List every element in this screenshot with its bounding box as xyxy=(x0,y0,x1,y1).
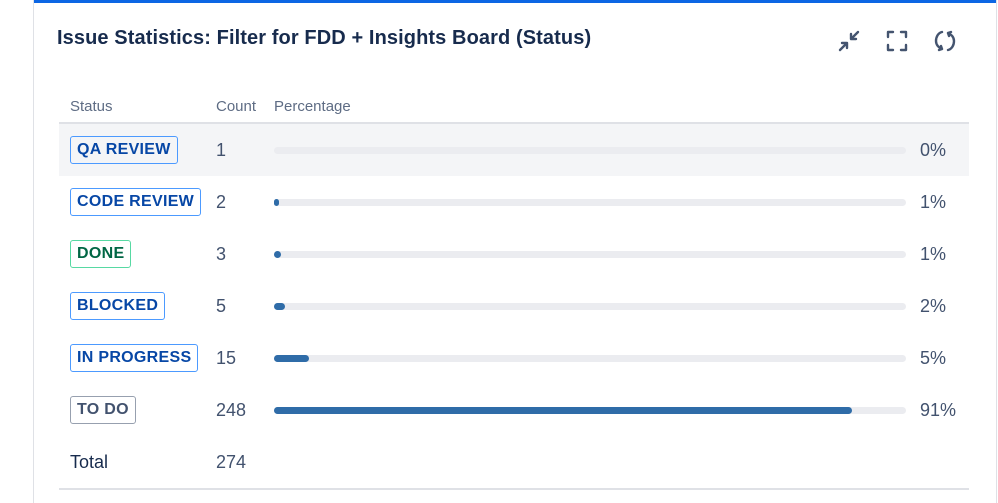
percentage-bar xyxy=(274,146,906,154)
count-cell[interactable]: 248 xyxy=(216,399,247,420)
header-status: Status xyxy=(59,90,216,124)
percentage-bar xyxy=(274,354,906,362)
total-label: Total xyxy=(59,436,216,490)
table-row: DONE 3 1% xyxy=(59,228,969,280)
percentage-label: 5% xyxy=(920,347,947,368)
gadget-accent-bar xyxy=(34,0,996,3)
fullscreen-icon[interactable] xyxy=(884,28,910,54)
percentage-label: 1% xyxy=(920,243,947,264)
header-percentage: Percentage xyxy=(274,90,969,124)
percentage-bar-fill xyxy=(274,302,286,310)
minimize-icon[interactable] xyxy=(836,28,862,54)
count-cell[interactable]: 15 xyxy=(216,347,237,368)
percentage-bar-fill xyxy=(274,198,280,206)
status-lozenge[interactable]: DONE xyxy=(70,240,132,268)
status-lozenge[interactable]: TO DO xyxy=(70,396,136,424)
status-lozenge[interactable]: CODE REVIEW xyxy=(70,188,202,216)
statistics-table: Status Count Percentage QA REVIEW 1 0% CODE… xyxy=(59,90,969,490)
percentage-bar-fill xyxy=(274,250,281,258)
gadget-actions xyxy=(836,28,958,54)
total-count: 274 xyxy=(216,436,274,490)
percentage-label: 91% xyxy=(920,399,957,420)
header-count: Count xyxy=(216,90,274,124)
count-cell[interactable]: 3 xyxy=(216,243,227,264)
percentage-label: 0% xyxy=(920,139,947,160)
percentage-bar xyxy=(274,198,906,206)
total-row: Total 274 xyxy=(59,436,969,490)
percentage-bar xyxy=(274,406,906,414)
count-cell[interactable]: 1 xyxy=(216,123,274,176)
table-row: CODE REVIEW 2 1% xyxy=(59,176,969,228)
table-header-row: Status Count Percentage xyxy=(59,90,969,124)
refresh-icon[interactable] xyxy=(932,28,958,54)
status-lozenge[interactable]: BLOCKED xyxy=(70,292,166,320)
gadget-title: Issue Statistics: Filter for FDD + Insig… xyxy=(57,27,592,49)
percentage-label: 1% xyxy=(920,191,947,212)
table-row: QA REVIEW 1 0% xyxy=(59,123,969,176)
table-row: TO DO 248 91% xyxy=(59,384,969,436)
status-lozenge[interactable]: IN PROGRESS xyxy=(70,344,199,372)
table-row: BLOCKED 5 2% xyxy=(59,280,969,332)
status-lozenge[interactable]: QA REVIEW xyxy=(70,136,178,164)
percentage-bar xyxy=(274,250,906,258)
percentage-bar-fill xyxy=(274,354,309,362)
percentage-bar xyxy=(274,302,906,310)
count-cell[interactable]: 5 xyxy=(216,295,227,316)
table-row: IN PROGRESS 15 5% xyxy=(59,332,969,384)
count-cell[interactable]: 2 xyxy=(216,191,227,212)
issue-statistics-gadget: Issue Statistics: Filter for FDD + Insig… xyxy=(33,0,997,503)
percentage-bar-fill xyxy=(274,406,853,414)
percentage-label: 2% xyxy=(920,295,947,316)
